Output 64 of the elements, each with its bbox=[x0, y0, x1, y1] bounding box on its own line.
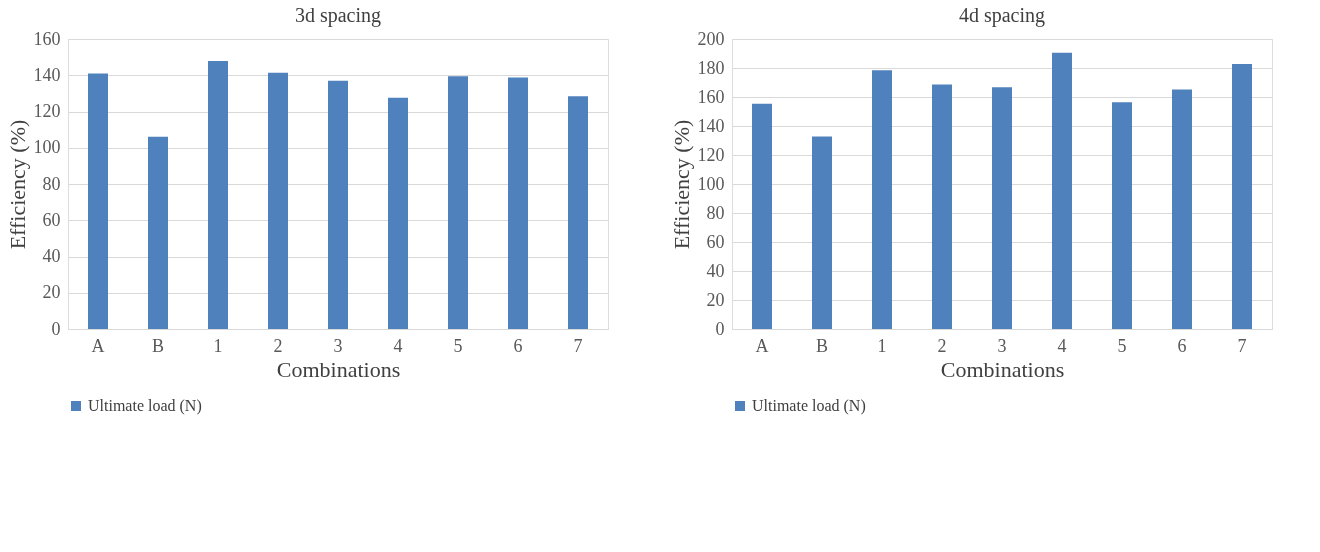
x-tick-label: 2 bbox=[273, 335, 283, 356]
bar bbox=[268, 72, 288, 329]
x-tick-label: B bbox=[815, 335, 829, 356]
x-tick-label: A bbox=[755, 335, 769, 356]
bar bbox=[88, 73, 108, 329]
chart-title: 4d spacing bbox=[958, 4, 1046, 27]
bar bbox=[448, 76, 468, 329]
bar bbox=[872, 70, 892, 329]
y-tick-label: 160 bbox=[697, 86, 725, 107]
y-tick-label: 120 bbox=[33, 101, 61, 121]
y-tick-label: 140 bbox=[697, 115, 725, 136]
x-axis-title: Combinations bbox=[276, 356, 401, 382]
y-tick-label: 60 bbox=[42, 209, 61, 230]
y-tick-label: 40 bbox=[42, 246, 61, 266]
y-tick-label: 160 bbox=[33, 28, 61, 49]
x-tick-label: 5 bbox=[453, 335, 463, 356]
bar bbox=[1052, 52, 1072, 329]
y-tick-label: 200 bbox=[697, 28, 725, 49]
y-tick-label: 20 bbox=[42, 282, 61, 303]
x-tick-label: 3 bbox=[997, 335, 1007, 356]
x-tick-label: 1 bbox=[877, 335, 887, 356]
x-tick-label: 7 bbox=[1237, 335, 1247, 356]
y-tick-label: 100 bbox=[697, 173, 725, 194]
y-axis-title: Efficiency (%) bbox=[668, 119, 694, 250]
x-tick-label: 7 bbox=[573, 335, 583, 356]
legend-label: Ultimate load (N) bbox=[752, 397, 866, 415]
y-tick-label: 140 bbox=[33, 64, 61, 85]
y-tick-label: 120 bbox=[697, 144, 725, 165]
x-axis-title: Combinations bbox=[940, 356, 1065, 382]
y-tick-label: 80 bbox=[706, 202, 725, 223]
bar bbox=[1232, 64, 1252, 329]
x-tick-label: 6 bbox=[513, 335, 523, 356]
y-tick-label: 60 bbox=[706, 231, 725, 252]
bar bbox=[568, 96, 588, 329]
y-tick-label: 0 bbox=[715, 318, 725, 339]
bar bbox=[992, 87, 1012, 329]
y-tick-label: 100 bbox=[33, 137, 61, 158]
bar bbox=[932, 84, 952, 329]
x-tick-label: 2 bbox=[937, 335, 947, 356]
x-tick-label: A bbox=[91, 335, 105, 356]
y-tick-label: 80 bbox=[42, 173, 61, 194]
x-tick-label: B bbox=[151, 335, 165, 356]
bar bbox=[508, 77, 528, 329]
bar bbox=[208, 61, 228, 329]
bar bbox=[148, 136, 168, 329]
x-tick-label: 4 bbox=[1057, 335, 1067, 356]
bar bbox=[328, 80, 348, 329]
x-tick-label: 3 bbox=[333, 335, 343, 356]
y-tick-label: 40 bbox=[706, 260, 725, 281]
x-tick-label: 4 bbox=[393, 335, 403, 356]
x-tick-label: 1 bbox=[213, 335, 223, 356]
y-tick-label: 0 bbox=[51, 318, 61, 339]
bar bbox=[812, 136, 832, 329]
y-tick-label: 20 bbox=[706, 289, 725, 310]
chart-title: 3d spacing bbox=[294, 4, 382, 27]
y-tick-label: 180 bbox=[697, 57, 725, 78]
bar bbox=[752, 103, 772, 329]
x-tick-label: 5 bbox=[1117, 335, 1127, 356]
bar bbox=[1112, 102, 1132, 329]
legend-label: Ultimate load (N) bbox=[88, 397, 202, 415]
x-tick-label: 6 bbox=[1177, 335, 1187, 356]
y-axis-title: Efficiency (%) bbox=[4, 119, 30, 250]
bar bbox=[388, 97, 408, 329]
bar bbox=[1172, 89, 1192, 329]
